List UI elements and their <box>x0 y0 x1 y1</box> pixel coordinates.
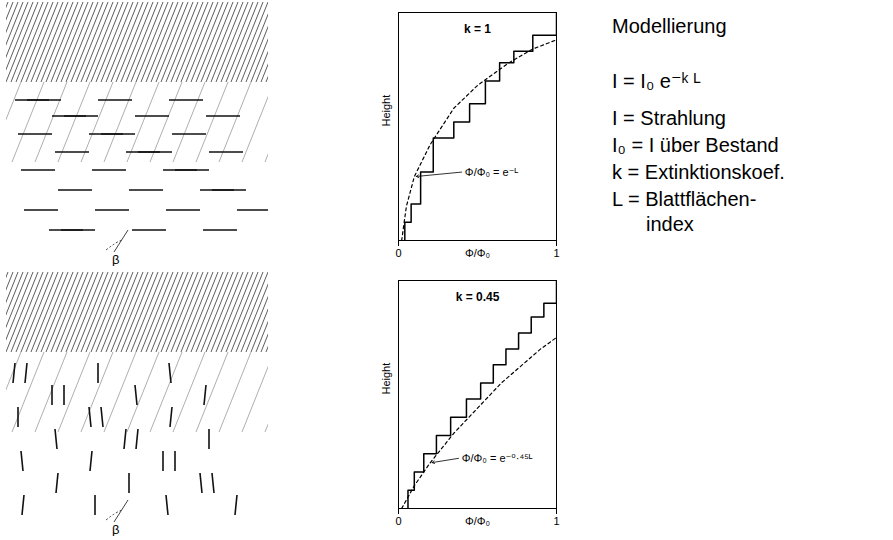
svg-text:1: 1 <box>553 247 559 259</box>
html-text:I = Strahlung: I = Strahlung <box>612 107 726 129</box>
svg-text:0: 0 <box>395 515 401 527</box>
html-text:index: index <box>646 213 694 235</box>
svg-text:0: 0 <box>395 247 401 259</box>
html-text:I₀ = I über Bestand: I₀ = I über Bestand <box>612 134 779 156</box>
svg-text:Height: Height <box>380 363 392 395</box>
svg-text:Φ/Φ₀: Φ/Φ₀ <box>465 247 490 259</box>
svg-text:β: β <box>112 522 119 536</box>
html-text:k = Extinktionskoef.: k = Extinktionskoef. <box>612 161 785 183</box>
svg-text:Height: Height <box>380 95 392 127</box>
html-text:I = I₀ e⁻ᵏ ᴸ: I = I₀ e⁻ᵏ ᴸ <box>612 70 701 92</box>
svg-text:Φ/Φ₀ = e⁻⁰·⁴⁵ᴸ: Φ/Φ₀ = e⁻⁰·⁴⁵ᴸ <box>462 452 533 464</box>
svg-text:1: 1 <box>553 515 559 527</box>
svg-text:k = 1: k = 1 <box>464 22 491 36</box>
html-text:L = Blattflächen-: L = Blattflächen- <box>612 188 757 210</box>
svg-text:k = 0.45: k = 0.45 <box>456 290 500 304</box>
svg-text:Φ/Φ₀: Φ/Φ₀ <box>465 515 490 527</box>
html-text:Modellierung: Modellierung <box>612 15 727 37</box>
svg-text:β: β <box>112 252 119 266</box>
svg-text:Φ/Φ₀ = e⁻ᴸ: Φ/Φ₀ = e⁻ᴸ <box>465 166 519 178</box>
